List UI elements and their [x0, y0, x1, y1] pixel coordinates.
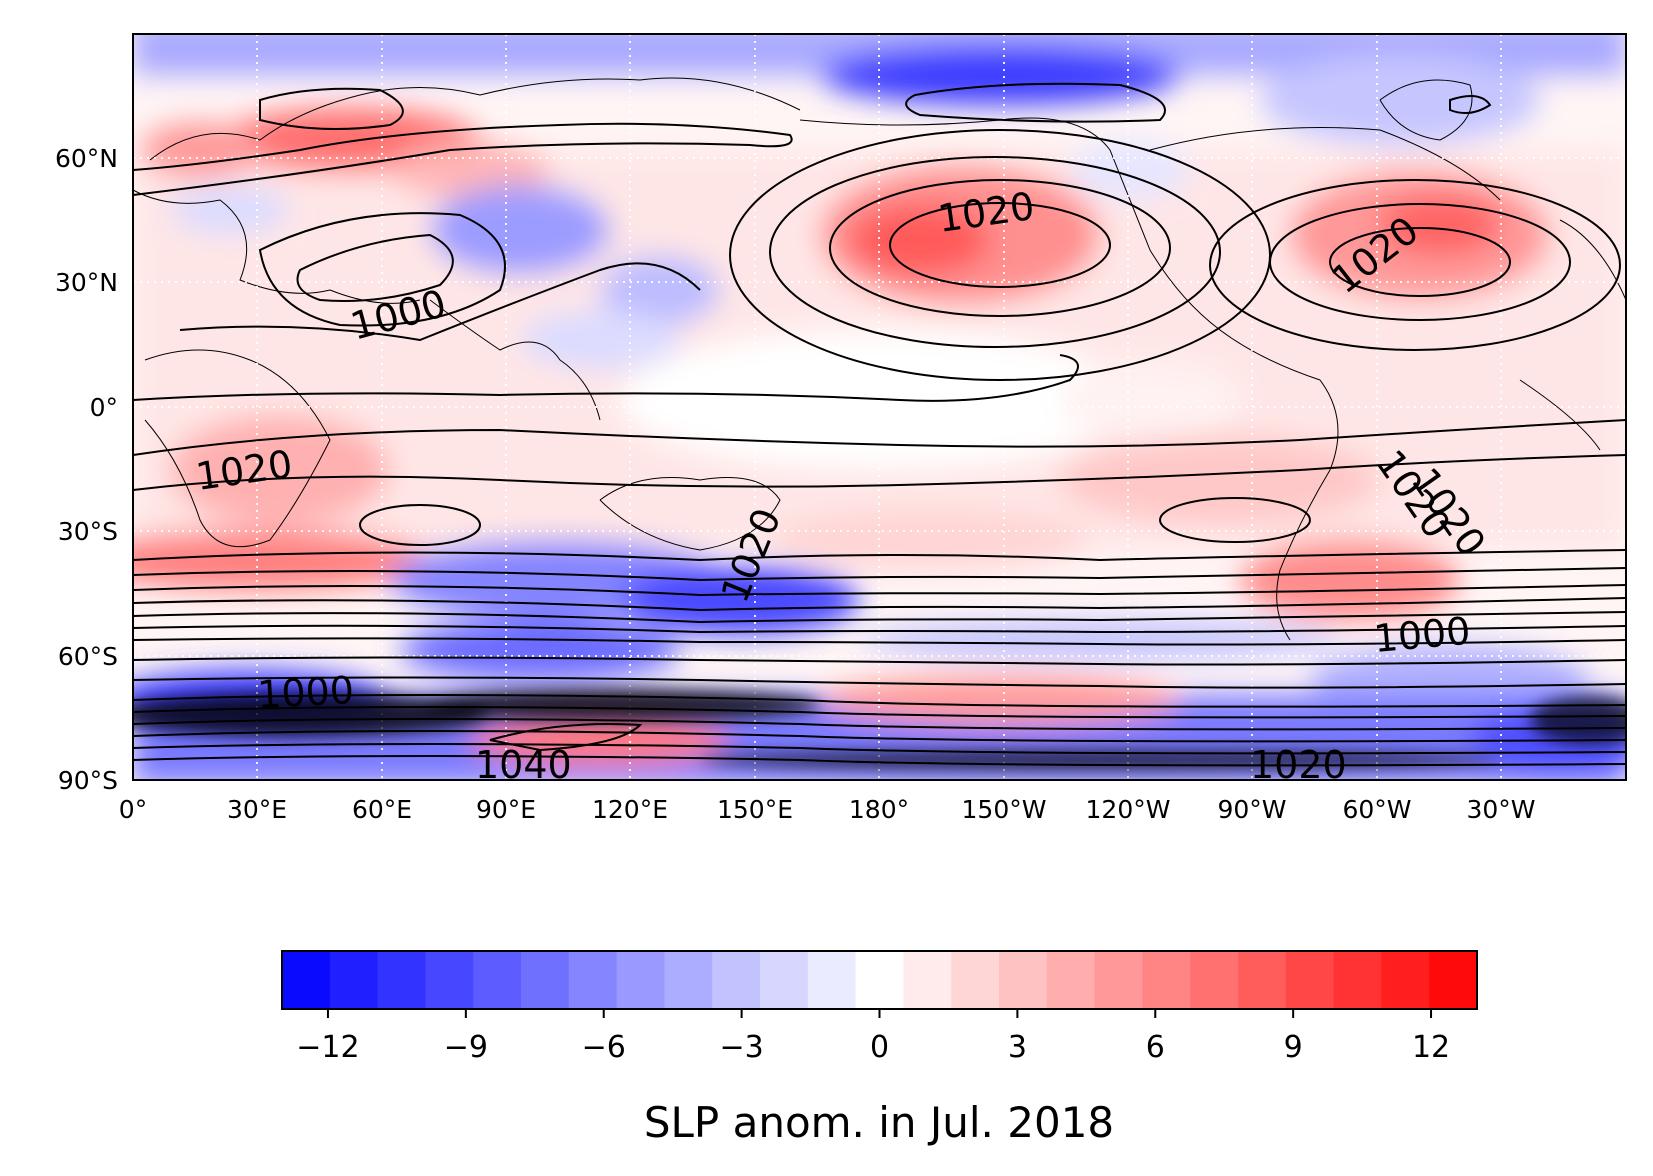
lon-tick-label: 60°E	[352, 795, 412, 824]
antarctic-contour-mass	[133, 689, 1626, 770]
colorbar-cell	[903, 951, 952, 1009]
lon-tick-label: 150°W	[962, 795, 1047, 824]
colorbar-ticks: −12 −9 −6 −3 0 3 6 9 12	[296, 1009, 1450, 1065]
longitude-axis: 0° 30°E 60°E 90°E 120°E 150°E 180° 150°W…	[119, 795, 1536, 824]
colorbar-cell	[951, 951, 1000, 1009]
colorbar-cell	[568, 951, 618, 1009]
colorbar-cell	[1429, 951, 1478, 1009]
colorbar-tick-label: −12	[296, 1030, 359, 1065]
lon-tick-label: 180°	[849, 795, 909, 824]
lon-tick-label: 60°W	[1342, 795, 1411, 824]
colorbar-cell	[616, 951, 665, 1009]
lon-tick-label: 30°E	[227, 795, 287, 824]
contour-label: 1000	[1372, 609, 1472, 661]
colorbar-cell	[664, 951, 713, 1009]
colorbar-label: SLP anom. in Jul. 2018	[644, 1098, 1114, 1147]
coastlines	[133, 77, 1626, 641]
slp-contours	[133, 82, 1626, 767]
map-frame	[132, 33, 1627, 781]
colorbar-cell	[1238, 951, 1287, 1009]
colorbar-tick-label: 9	[1284, 1030, 1303, 1065]
lon-tick-label: 150°E	[717, 795, 793, 824]
lon-tick-label: 30°W	[1466, 795, 1535, 824]
colorbar-cell	[1190, 951, 1239, 1009]
colorbar-tick-label: −3	[719, 1030, 763, 1065]
lat-tick-label: 30°S	[58, 517, 118, 546]
colorbar-tick-label: −6	[582, 1030, 626, 1065]
map-panel: 1020 1000 1020 1020 1020 1020 1020 1000 …	[132, 33, 1627, 787]
colorbar: −12 −9 −6 −3 0 3 6 9 12 SLP anom. in Jul. 2018	[281, 950, 1478, 1147]
lat-tick-label: 90°S	[58, 766, 118, 795]
lat-tick-label: 60°S	[58, 642, 118, 671]
colorbar-cell	[473, 951, 522, 1009]
colorbar-cell	[282, 951, 331, 1009]
colorbar-cell	[1046, 951, 1096, 1009]
lon-tick-label: 120°W	[1086, 795, 1171, 824]
colorbar-tick-label: −9	[444, 1030, 488, 1065]
colorbar-cells	[282, 951, 1478, 1009]
colorbar-cell	[377, 951, 426, 1009]
colorbar-tick-label: 12	[1412, 1030, 1450, 1065]
colorbar-cell	[999, 951, 1048, 1009]
gridlines	[133, 34, 1626, 780]
colorbar-cell	[1333, 951, 1382, 1009]
colorbar-cell	[807, 951, 857, 1009]
colorbar-cell	[855, 951, 904, 1009]
colorbar-tick-label: 6	[1146, 1030, 1165, 1065]
colorbar-cell	[760, 951, 809, 1009]
lat-tick-label: 60°N	[55, 144, 118, 173]
lon-tick-label: 0°	[119, 795, 147, 824]
colorbar-cell	[425, 951, 474, 1009]
lon-tick-label: 120°E	[592, 795, 668, 824]
latitude-axis: 60°N 30°N 0° 30°S 60°S 90°S	[55, 144, 118, 795]
colorbar-tick-label: 3	[1008, 1030, 1027, 1065]
colorbar-tick-label: 0	[870, 1030, 889, 1065]
colorbar-cell	[712, 951, 761, 1009]
lon-tick-label: 90°E	[476, 795, 536, 824]
colorbar-cell	[1285, 951, 1335, 1009]
contour-label: 1000	[256, 668, 355, 717]
colorbar-cell	[329, 951, 379, 1009]
lat-tick-label: 0°	[90, 393, 118, 422]
colorbar-cell	[1142, 951, 1191, 1009]
colorbar-cell	[521, 951, 570, 1009]
lon-tick-label: 90°W	[1217, 795, 1286, 824]
colorbar-cell	[1094, 951, 1143, 1009]
colorbar-cell	[1381, 951, 1430, 1009]
lat-tick-label: 30°N	[55, 268, 118, 297]
